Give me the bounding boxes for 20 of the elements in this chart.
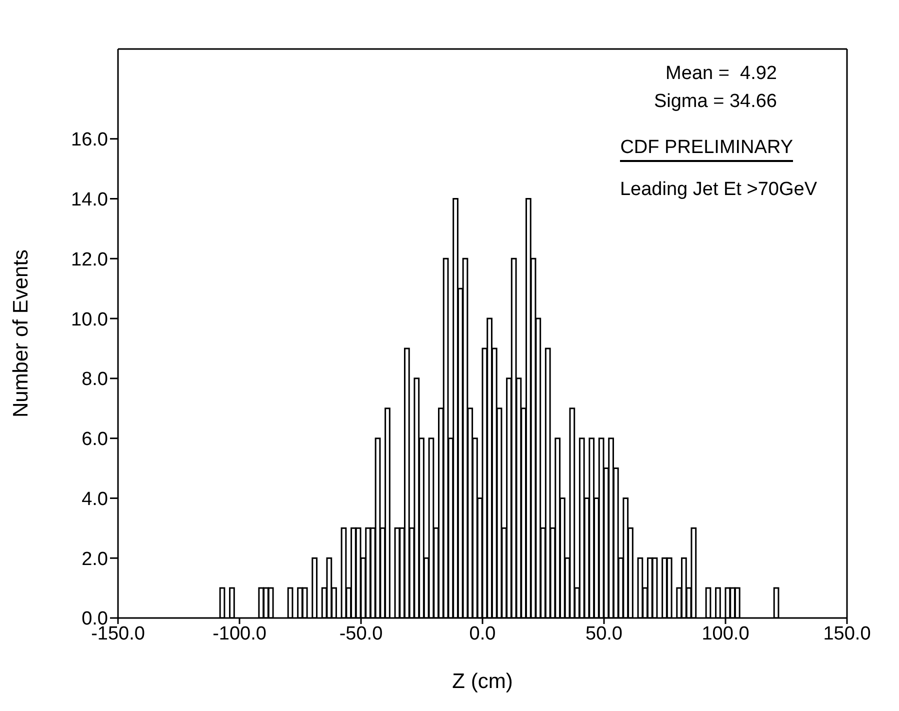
x-tick-label: -50.0 [339, 623, 383, 644]
x-tick-label: 50.0 [586, 623, 622, 644]
annotation: Mean = 4.92 [664, 62, 778, 86]
y-tick-label: 6.0 [82, 429, 108, 450]
y-tick-label: 4.0 [82, 488, 108, 510]
y-tick-label: 2.0 [82, 548, 108, 570]
x-tick-label: 150.0 [823, 623, 871, 644]
x-tick-label: 0.0 [469, 623, 496, 644]
x-axis-title: Z (cm) [452, 670, 513, 693]
y-tick-label: 12.0 [71, 249, 108, 270]
x-tick-label: -100.0 [212, 623, 266, 644]
annotation: Leading Jet Et >70GeV [618, 178, 817, 202]
y-axis-title: Number of Events [9, 249, 32, 418]
y-tick-label: 16.0 [71, 130, 108, 151]
annotation: CDF PRELIMINARY [620, 137, 793, 162]
annotation: Sigma = 34.66 [652, 90, 778, 114]
y-tick-label: 8.0 [82, 369, 108, 390]
x-tick-label: 100.0 [702, 623, 750, 644]
y-tick-label: 10.0 [71, 309, 108, 330]
y-tick-label: 14.0 [71, 189, 108, 210]
